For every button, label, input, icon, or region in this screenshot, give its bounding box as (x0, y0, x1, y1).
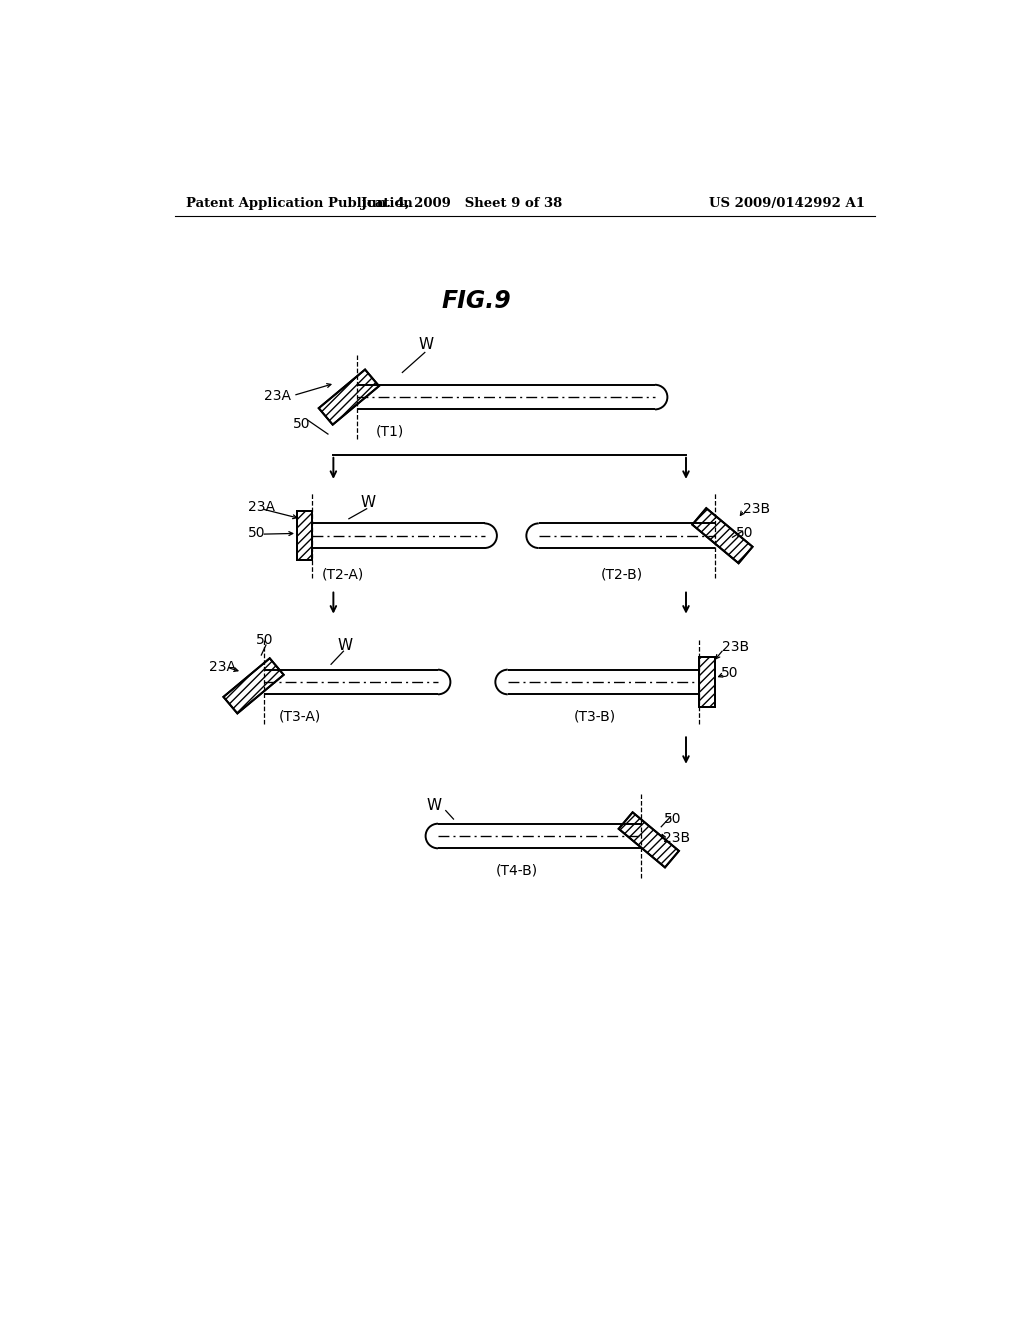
Polygon shape (318, 370, 379, 425)
Text: Jun. 4, 2009   Sheet 9 of 38: Jun. 4, 2009 Sheet 9 of 38 (360, 197, 562, 210)
Text: 23A: 23A (263, 388, 291, 403)
Text: Patent Application Publication: Patent Application Publication (186, 197, 413, 210)
Text: 50: 50 (736, 527, 754, 540)
Text: 23B: 23B (722, 640, 750, 655)
Text: (T2-B): (T2-B) (601, 568, 643, 581)
Polygon shape (699, 657, 715, 706)
Text: 23A: 23A (248, 500, 275, 515)
Text: W: W (360, 495, 376, 510)
Text: W: W (426, 797, 441, 813)
Text: (T2-A): (T2-A) (322, 568, 364, 581)
Text: 50: 50 (248, 527, 265, 540)
Text: (T3-B): (T3-B) (573, 710, 615, 723)
Polygon shape (618, 812, 679, 867)
Polygon shape (223, 659, 284, 713)
Text: (T3-A): (T3-A) (280, 710, 322, 723)
Text: 50: 50 (293, 417, 310, 432)
Text: (T1): (T1) (376, 425, 404, 438)
Text: US 2009/0142992 A1: US 2009/0142992 A1 (710, 197, 865, 210)
Text: 50: 50 (721, 665, 738, 680)
Text: 23B: 23B (742, 502, 770, 516)
Text: (T4-B): (T4-B) (496, 863, 539, 878)
Text: 50: 50 (665, 812, 682, 826)
Text: W: W (419, 337, 434, 352)
Text: 23A: 23A (209, 660, 237, 673)
Polygon shape (297, 511, 312, 561)
Text: 23B: 23B (663, 830, 690, 845)
Text: 50: 50 (256, 632, 273, 647)
Text: W: W (338, 638, 352, 652)
Text: FIG.9: FIG.9 (442, 289, 512, 313)
Polygon shape (692, 508, 753, 564)
